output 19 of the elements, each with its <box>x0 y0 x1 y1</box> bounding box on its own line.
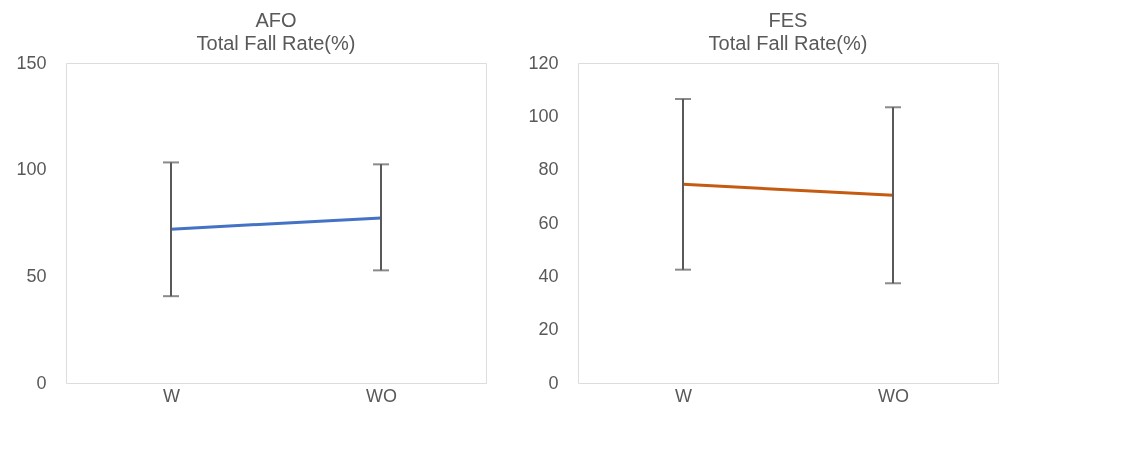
chart-subtitle: Total Fall Rate(%) <box>708 32 868 54</box>
x-tick-label: W <box>163 385 180 406</box>
y-tick-label: 60 <box>538 212 559 233</box>
y-tick-label: 0 <box>548 372 559 393</box>
y-tick-label: 150 <box>16 52 47 73</box>
y-tick-label: 100 <box>528 105 559 126</box>
chart-title: AFO <box>255 9 297 31</box>
x-tick-label: WO <box>878 385 909 406</box>
y-tick-label: 20 <box>538 319 559 340</box>
y-tick-label: 80 <box>538 159 559 180</box>
y-tick-label: 120 <box>528 52 559 73</box>
y-tick-label: 50 <box>26 265 47 286</box>
y-tick-label: 100 <box>16 159 47 180</box>
y-tick-label: 0 <box>36 372 47 393</box>
y-tick-label: 40 <box>538 265 559 286</box>
chart-subtitle: Total Fall Rate(%) <box>196 32 356 54</box>
x-tick-label: W <box>675 385 692 406</box>
x-tick-label: WO <box>366 385 397 406</box>
chart-title: FES <box>768 9 808 31</box>
